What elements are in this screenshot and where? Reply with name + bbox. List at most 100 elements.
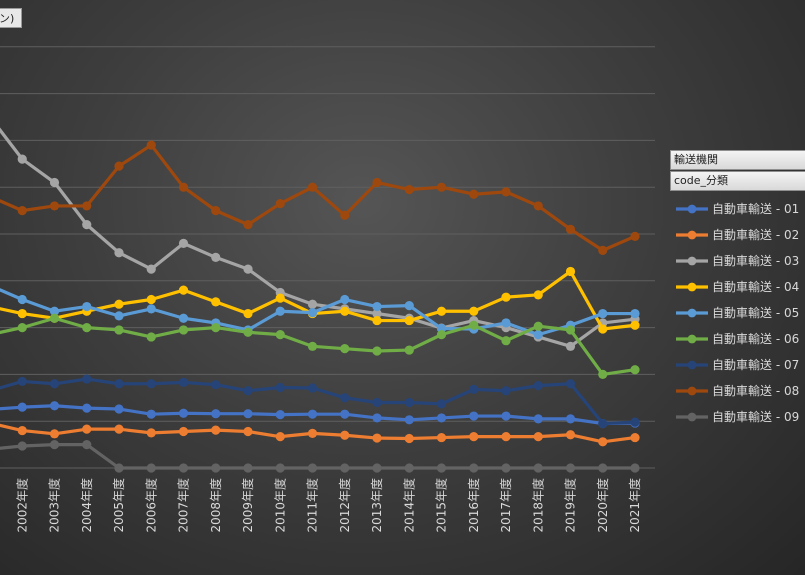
x-tick-label: 2004年度 [79, 478, 94, 533]
data-point [372, 413, 382, 423]
data-point [114, 379, 124, 389]
legend-item[interactable]: 自動車輸送 - 05 [670, 300, 805, 326]
data-point [469, 306, 479, 316]
data-point [275, 330, 285, 340]
data-point [404, 345, 414, 355]
data-point [17, 154, 27, 164]
legend-item[interactable]: 自動車輸送 - 02 [670, 222, 805, 248]
x-tick-label: 2020年度 [595, 478, 610, 533]
x-tick-label: 2014年度 [401, 478, 416, 533]
data-point [598, 324, 608, 334]
data-point [114, 161, 124, 171]
data-point [82, 323, 92, 333]
data-point [565, 463, 576, 473]
data-point [49, 429, 60, 439]
data-point [178, 377, 189, 387]
data-point [533, 330, 543, 340]
legend-swatch [676, 360, 708, 370]
series-6 [0, 313, 640, 379]
unit-label: ン) [0, 8, 22, 28]
x-tick-label: 2021年度 [627, 478, 642, 533]
data-point [146, 428, 156, 438]
legend-field-transport[interactable]: 輸送機関 [670, 150, 805, 170]
legend-item[interactable]: 自動車輸送 - 04 [670, 274, 805, 300]
data-point [49, 440, 60, 450]
data-point [404, 397, 414, 408]
data-point [211, 323, 221, 333]
legend-swatch [676, 230, 708, 240]
data-point [598, 308, 608, 319]
data-point [243, 308, 253, 319]
data-point [404, 184, 414, 195]
x-tick-label: 2018年度 [530, 478, 545, 533]
data-point [17, 441, 27, 451]
data-point [82, 440, 92, 450]
data-point [114, 248, 124, 258]
legend-label: 自動車輸送 - 05 [712, 306, 800, 320]
data-point [82, 403, 92, 413]
data-point [501, 292, 511, 302]
data-point [17, 376, 27, 387]
data-point [469, 384, 479, 394]
data-point [114, 404, 124, 414]
legend-item[interactable]: 自動車輸送 - 03 [670, 248, 805, 274]
data-point [275, 306, 285, 316]
legend-swatch-marker [687, 360, 697, 370]
data-point [275, 463, 285, 473]
data-point [372, 301, 382, 312]
data-point [533, 414, 543, 424]
x-tick-label: 2005年度 [111, 478, 126, 533]
x-tick-label: 2008年度 [208, 478, 223, 533]
data-point [307, 383, 318, 393]
data-point [178, 325, 189, 335]
legend-swatch [676, 334, 708, 344]
data-point [146, 294, 156, 305]
legend-swatch-marker [687, 334, 697, 344]
data-point [211, 252, 221, 262]
data-point [565, 224, 576, 234]
legend-item[interactable]: 自動車輸送 - 09 [670, 404, 805, 430]
data-point [565, 325, 576, 335]
series-7 [0, 374, 640, 429]
legend-swatch-marker [687, 386, 697, 396]
data-point [243, 220, 253, 230]
data-point [243, 409, 253, 419]
data-point [436, 432, 447, 443]
data-point [146, 140, 156, 150]
data-point [501, 336, 511, 346]
data-point [533, 321, 543, 331]
series-1 [0, 401, 640, 429]
data-point [146, 409, 156, 419]
x-tick-label: 2002年度 [14, 478, 29, 533]
data-point [82, 374, 92, 384]
data-point [533, 432, 543, 442]
data-point [243, 463, 253, 473]
legend-item[interactable]: 自動車輸送 - 06 [670, 326, 805, 352]
data-point [565, 341, 576, 351]
x-tick-label: 2003年度 [47, 478, 62, 533]
legend-item[interactable]: 自動車輸送 - 08 [670, 378, 805, 404]
data-point [146, 264, 156, 274]
legend-swatch [676, 282, 708, 292]
data-point [372, 397, 382, 408]
series-line [0, 269, 637, 331]
data-point [404, 301, 414, 311]
legend-item[interactable]: 自動車輸送 - 07 [670, 352, 805, 378]
data-point [469, 189, 479, 199]
legend-swatch-marker [687, 256, 697, 266]
data-point [178, 238, 189, 248]
x-tick-label: 2013年度 [369, 478, 384, 533]
data-point [404, 463, 414, 473]
legend-field-code-category[interactable]: code_分類 [670, 171, 805, 191]
legend-label: 自動車輸送 - 06 [712, 332, 800, 346]
data-point [630, 231, 640, 241]
data-point [49, 401, 60, 411]
legend-label: 自動車輸送 - 02 [712, 228, 800, 242]
data-point [469, 411, 479, 421]
data-point [307, 409, 318, 419]
legend-item[interactable]: 自動車輸送 - 01 [670, 196, 805, 222]
data-point [146, 332, 156, 342]
series-4 [0, 266, 640, 334]
series-9 [0, 440, 640, 473]
x-tick-label: 2009年度 [240, 478, 255, 533]
